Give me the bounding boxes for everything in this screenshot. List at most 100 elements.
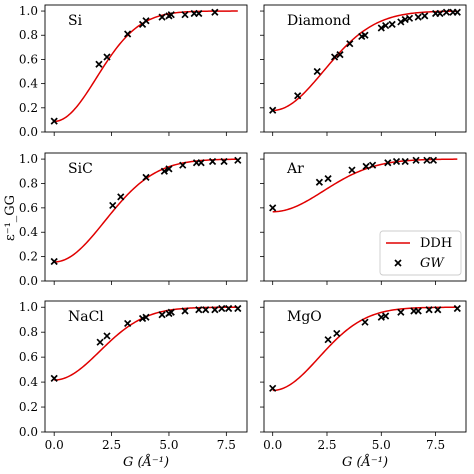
gw-point: [109, 201, 117, 210]
gw-point: [95, 60, 103, 68]
gw-point: [401, 157, 409, 166]
panel-nacl: 0.0 0.2 0.4 0.6 0.8 1.0 0.0 2.5 5.0 7.5 NaCl: [19, 300, 248, 452]
gw-point: [414, 13, 422, 21]
gw-point: [179, 161, 187, 169]
gw-point: [211, 306, 219, 314]
gw-point: [234, 156, 242, 164]
gw-point: [50, 374, 58, 382]
gw-point: [142, 17, 150, 25]
gw-point: [436, 9, 444, 18]
y-tick-label: 0.6: [19, 350, 38, 364]
gw-point: [103, 332, 111, 340]
gw-point: [50, 257, 58, 266]
gw-point: [412, 156, 420, 164]
panel-diamond: Diamond: [260, 4, 467, 136]
y-tick-label: 0.4: [19, 375, 38, 389]
y-tick-label: 0.2: [19, 250, 38, 264]
gw-point: [362, 162, 370, 171]
gw-point: [269, 106, 277, 114]
y-tick-label: 0.4: [19, 77, 38, 91]
gw-point: [397, 18, 405, 26]
legend-gw-label: GW: [420, 256, 445, 271]
y-tick-label: 0.0: [19, 125, 38, 139]
gw-point: [414, 307, 422, 315]
panel-label: Ar: [286, 161, 304, 177]
panel-ar: Ar DDH GW: [260, 152, 467, 285]
gw-point: [324, 174, 332, 183]
gw-point: [361, 318, 369, 326]
plot-frame: [263, 152, 467, 282]
y-tick-label: 0.8: [19, 325, 38, 339]
gw-point: [384, 159, 392, 167]
x-axis-label-left: G (Å⁻¹): [123, 454, 169, 470]
panels-group: 0.00.20.40.60.81.0Si Diamond0.00.20.40.60…: [19, 4, 467, 452]
gw-point: [388, 20, 396, 28]
panel-label: Diamond: [287, 13, 351, 29]
x-axis-label-right: G (Å⁻¹): [342, 454, 388, 470]
gw-point: [167, 308, 175, 316]
gw-point: [348, 166, 356, 174]
gw-point: [382, 21, 390, 30]
gw-point: [392, 157, 401, 166]
gw-point: [124, 319, 132, 328]
gw-point: [423, 156, 431, 164]
y-tick-label: 1.0: [19, 152, 38, 166]
gw-point: [313, 67, 321, 76]
gw-point: [405, 14, 414, 22]
gw-point: [382, 312, 390, 320]
gw-point: [218, 304, 226, 313]
legend-box: [379, 230, 462, 276]
y-tick-label: 0.8: [19, 28, 38, 42]
gw-point: [158, 13, 166, 21]
gw-point: [377, 24, 385, 32]
gw-point: [160, 167, 168, 175]
gw-point: [397, 308, 405, 316]
gw-point: [361, 31, 369, 39]
gw-point: [453, 304, 461, 313]
panel-label: NaCl: [68, 309, 104, 325]
gw-point: [220, 157, 228, 166]
panel-label: Si: [68, 13, 83, 29]
gw-point: [142, 313, 150, 321]
gw-point: [202, 306, 210, 314]
plot-frame: [44, 300, 248, 433]
y-tick-label: 0.4: [19, 225, 38, 239]
gw-point: [158, 311, 166, 319]
gw-point: [315, 178, 323, 186]
plot-frame: [44, 152, 248, 282]
gw-point: [197, 159, 205, 167]
x-tick-label: 5.0: [372, 438, 391, 452]
x-tick-label: 2.5: [102, 438, 121, 452]
gw-point: [50, 117, 58, 125]
gw-point: [330, 53, 339, 61]
panel-label: MgO: [287, 309, 322, 325]
plot-frame: [44, 4, 248, 133]
y-tick-label: 0.0: [19, 425, 38, 439]
x-tick-label: 7.5: [426, 438, 445, 452]
panel-mgo: 0.0 2.5 5.0 7.5 MgO: [260, 300, 467, 452]
gw-point: [336, 50, 344, 59]
gw-point: [269, 204, 277, 212]
gw-point: [294, 92, 302, 100]
gw-point: [442, 8, 451, 16]
gw-point: [425, 306, 433, 314]
gw-point: [165, 165, 173, 173]
panel-label: SiC: [68, 161, 93, 177]
y-tick-label: 1.0: [19, 300, 38, 314]
gw-point: [211, 8, 219, 16]
x-tick-label: 7.5: [217, 438, 236, 452]
x-tick-label: 2.5: [317, 438, 336, 452]
gw-point: [208, 157, 217, 166]
gw-point: [195, 306, 203, 314]
plot-frame: [263, 4, 467, 133]
gw-point: [195, 9, 203, 18]
gw-point: [421, 12, 429, 20]
gw-point: [181, 307, 189, 315]
gw-point: [234, 304, 242, 313]
y-tick-label: 0.2: [19, 101, 38, 115]
gw-point: [269, 384, 277, 392]
gw-point: [333, 329, 341, 338]
y-tick-label: 0.8: [19, 176, 38, 190]
gw-point: [324, 336, 332, 344]
